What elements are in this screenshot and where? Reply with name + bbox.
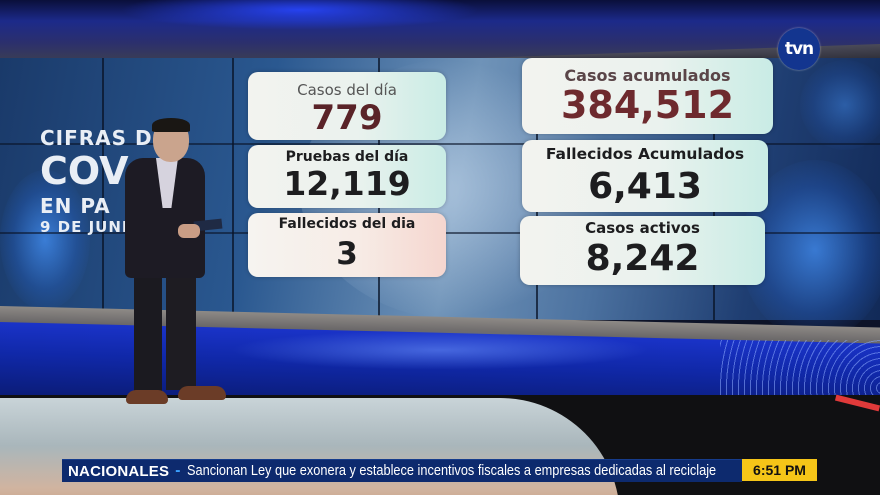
stat-card-casos-activos: Casos activos 8,242 — [520, 216, 765, 285]
wall-seam — [232, 58, 234, 320]
news-presenter — [120, 118, 230, 410]
presenter-leg — [166, 270, 196, 390]
presenter-shirt — [156, 158, 178, 208]
broadcast-clock: 6:51 PM — [742, 459, 817, 481]
stat-label: Casos activos — [585, 219, 700, 237]
wall-seam — [0, 143, 880, 145]
wall-title-line: CIFRAS D — [40, 126, 153, 150]
stat-label: Fallecidos del dia — [278, 216, 416, 232]
virus-particle-graphic — [800, 60, 880, 150]
ticker-separator: - — [175, 463, 181, 479]
presenter-leg — [134, 270, 162, 395]
stat-card-casos-del-dia: Casos del día 779 — [248, 72, 446, 140]
stat-value: 384,512 — [560, 83, 735, 127]
wall-seam — [102, 58, 104, 320]
stat-label: Casos del día — [297, 81, 397, 99]
stage-glare — [230, 330, 650, 370]
stat-label: Casos acumulados — [564, 66, 731, 85]
tvn-logo: tvn — [778, 28, 820, 70]
ticker-category: NACIONALES — [68, 462, 170, 480]
stat-value: 779 — [311, 98, 383, 138]
news-ticker: NACIONALES - Sancionan Ley que exonera y… — [62, 459, 742, 482]
ticker-headline: Sancionan Ley que exonera y establece in… — [186, 463, 716, 479]
stat-value: 12,119 — [283, 164, 411, 203]
virus-particle-graphic — [0, 170, 90, 310]
presenter-shoe — [126, 390, 168, 404]
presenter-shoe — [178, 386, 226, 400]
stat-card-fallecidos-del-dia: Fallecidos del dia 3 — [248, 213, 446, 277]
stat-label: Fallecidos Acumulados — [545, 145, 745, 163]
presenter-hair — [152, 118, 190, 132]
wall-title: CIFRAS D COV EN PA 9 DE JUNI — [40, 128, 153, 235]
wall-title-line: EN PA — [40, 194, 111, 218]
stat-label: Pruebas del día — [285, 149, 409, 165]
wall-title-line: COV — [40, 149, 129, 193]
stat-card-casos-acumulados: Casos acumulados 384,512 — [522, 58, 773, 134]
stat-card-pruebas-del-dia: Pruebas del día 12,119 — [248, 145, 446, 208]
stat-card-fallecidos-acumulados: Fallecidos Acumulados 6,413 — [522, 140, 768, 212]
wall-title-line: 9 DE JUNI — [40, 218, 129, 236]
presenter-hand — [178, 224, 200, 238]
stat-value: 6,413 — [588, 166, 702, 207]
stat-value: 8,242 — [585, 238, 700, 279]
stat-value: 3 — [336, 236, 358, 272]
